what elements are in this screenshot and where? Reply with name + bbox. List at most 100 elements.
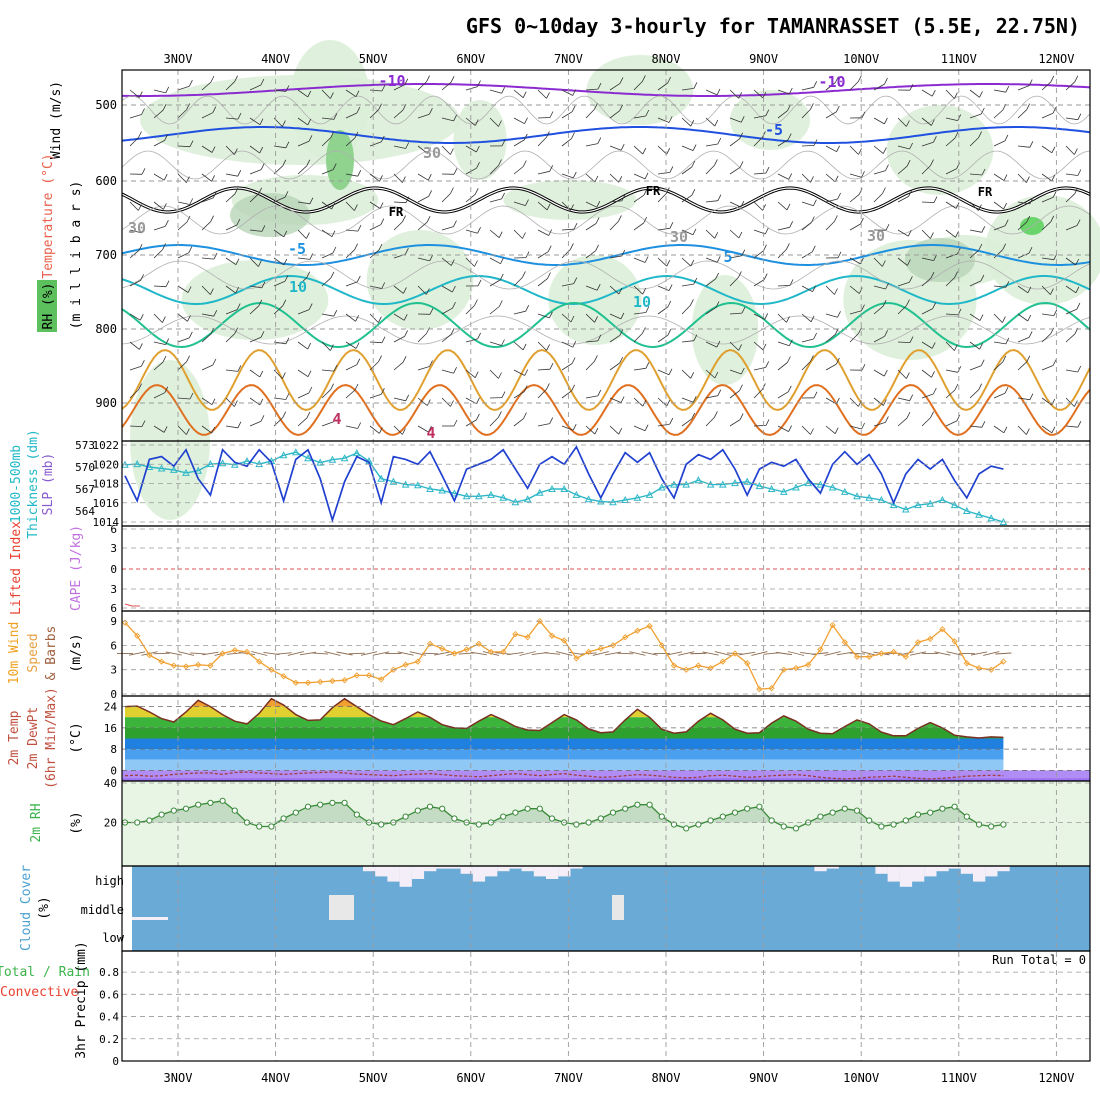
rh2m-point xyxy=(427,804,432,809)
cloud-high-bar xyxy=(875,866,887,874)
lifted-index-label: Lifted Index xyxy=(9,521,24,615)
speed-label: Speed xyxy=(26,633,41,672)
date-label-bottom: 8NOV xyxy=(652,1071,681,1085)
rh2m-point xyxy=(732,810,737,815)
rh2m-point xyxy=(940,806,945,811)
rh2m-point xyxy=(952,804,957,809)
rh2m-point xyxy=(781,824,786,829)
rh2m-point xyxy=(745,806,750,811)
upper-ytick-label: 900 xyxy=(95,396,117,410)
wind-barb xyxy=(802,146,814,147)
wind10-barb xyxy=(788,652,804,656)
temp-band xyxy=(122,739,1090,750)
rh2m-point xyxy=(159,812,164,817)
temp-band xyxy=(122,749,1090,760)
contour-label: 30 xyxy=(128,219,146,237)
rh2m-tick-label: 40 xyxy=(104,777,117,790)
rh2m-point xyxy=(196,802,201,807)
temperature-label: Temperature (°C) xyxy=(41,153,56,278)
rh2m-point xyxy=(513,810,518,815)
rh2m-point xyxy=(452,816,457,821)
cloud-label: Cloud Cover xyxy=(19,865,34,951)
slp-tick-label: 1020 xyxy=(93,458,120,471)
cloud-high-bar xyxy=(888,866,900,882)
rh2m-point xyxy=(257,824,262,829)
precip-tick-label: 0.2 xyxy=(99,1033,119,1046)
contour-label: FR xyxy=(978,185,993,199)
date-label-top: 5NOV xyxy=(359,52,388,66)
temp-band xyxy=(122,696,1090,707)
rh2m-point xyxy=(293,810,298,815)
date-label-bottom: 11NOV xyxy=(941,1071,977,1085)
wind10-barb xyxy=(251,652,267,656)
slp-tick-label: 1016 xyxy=(93,497,120,510)
precip-tick-label: 0.8 xyxy=(99,966,119,979)
rh2m-point xyxy=(684,826,689,831)
rh2m-point xyxy=(269,824,274,829)
wind10-barb xyxy=(507,652,523,654)
contour-label: 4 xyxy=(332,410,341,428)
rh2m-point xyxy=(354,812,359,817)
cloud-high-bar xyxy=(522,866,534,871)
rh2m-point xyxy=(647,802,652,807)
rh2m-point xyxy=(525,806,530,811)
contour-label: 30 xyxy=(670,228,688,246)
rh2m-point xyxy=(879,824,884,829)
wind10-label: 10m Wind xyxy=(7,622,22,685)
thickness-line xyxy=(125,452,1003,522)
rh2m-point xyxy=(232,808,237,813)
rh2m-point xyxy=(964,814,969,819)
temp-tick-label: 0 xyxy=(110,764,117,777)
rh2m-point xyxy=(171,808,176,813)
rh2m-point xyxy=(305,804,310,809)
cloud-high-bar xyxy=(485,866,497,876)
upper-ytick-label: 700 xyxy=(95,248,117,262)
slp-label: SLP (mb) xyxy=(41,453,56,516)
contour-label: 30 xyxy=(423,144,441,162)
rh2m-point xyxy=(842,806,847,811)
rh2m-point xyxy=(989,824,994,829)
rh2m-point xyxy=(598,816,603,821)
contour-label: 5 xyxy=(723,248,732,266)
cloud-high-bar xyxy=(961,866,973,874)
rh-shade xyxy=(182,260,329,340)
li-tick-label: 0 xyxy=(110,563,117,576)
wind10-tick-label: 6 xyxy=(110,639,117,652)
cloud-high-bar xyxy=(973,866,985,882)
contour-label: -5 xyxy=(765,121,783,139)
rh2m-point xyxy=(610,810,615,815)
contour-label: -10 xyxy=(818,73,845,91)
precip-conv-label: Convective xyxy=(0,985,78,1000)
rh2m-point xyxy=(415,808,420,813)
wind10-barb xyxy=(995,653,1011,654)
rh2m-point xyxy=(220,798,225,803)
cloud-level-label: low xyxy=(102,931,124,945)
rh2m-point xyxy=(549,816,554,821)
rh2m-point xyxy=(342,800,347,805)
li-tick-label: 6 xyxy=(110,602,117,615)
temp2m-units-label: (°C) xyxy=(69,722,84,753)
rh2m-units-label: (%) xyxy=(69,811,84,834)
temp-fill xyxy=(122,696,1090,781)
date-label-top: 4NOV xyxy=(261,52,290,66)
precip-units-label: 3hr Precip (mm) xyxy=(74,941,89,1058)
cloud-mid-bar xyxy=(329,895,354,920)
cloud-high-bar xyxy=(375,866,387,876)
rh2m-point xyxy=(720,814,725,819)
rh2m-point xyxy=(440,806,445,811)
rh2m-point xyxy=(330,800,335,805)
contour-label: 10 xyxy=(633,293,651,311)
rh2m-point xyxy=(537,806,542,811)
contour-label: -10 xyxy=(378,72,405,90)
cloud-high-bar xyxy=(400,866,412,887)
li-tick-label: 3 xyxy=(110,583,117,596)
rh2m-point xyxy=(830,810,835,815)
rh2m-point xyxy=(659,814,664,819)
cloud-high-bar xyxy=(387,866,399,882)
wind10-barb xyxy=(202,652,218,655)
cloud-high-bar xyxy=(912,866,924,882)
temp-tick-label: 16 xyxy=(104,722,117,735)
contour-label: 10 xyxy=(289,278,307,296)
date-label-bottom: 10NOV xyxy=(843,1071,879,1085)
